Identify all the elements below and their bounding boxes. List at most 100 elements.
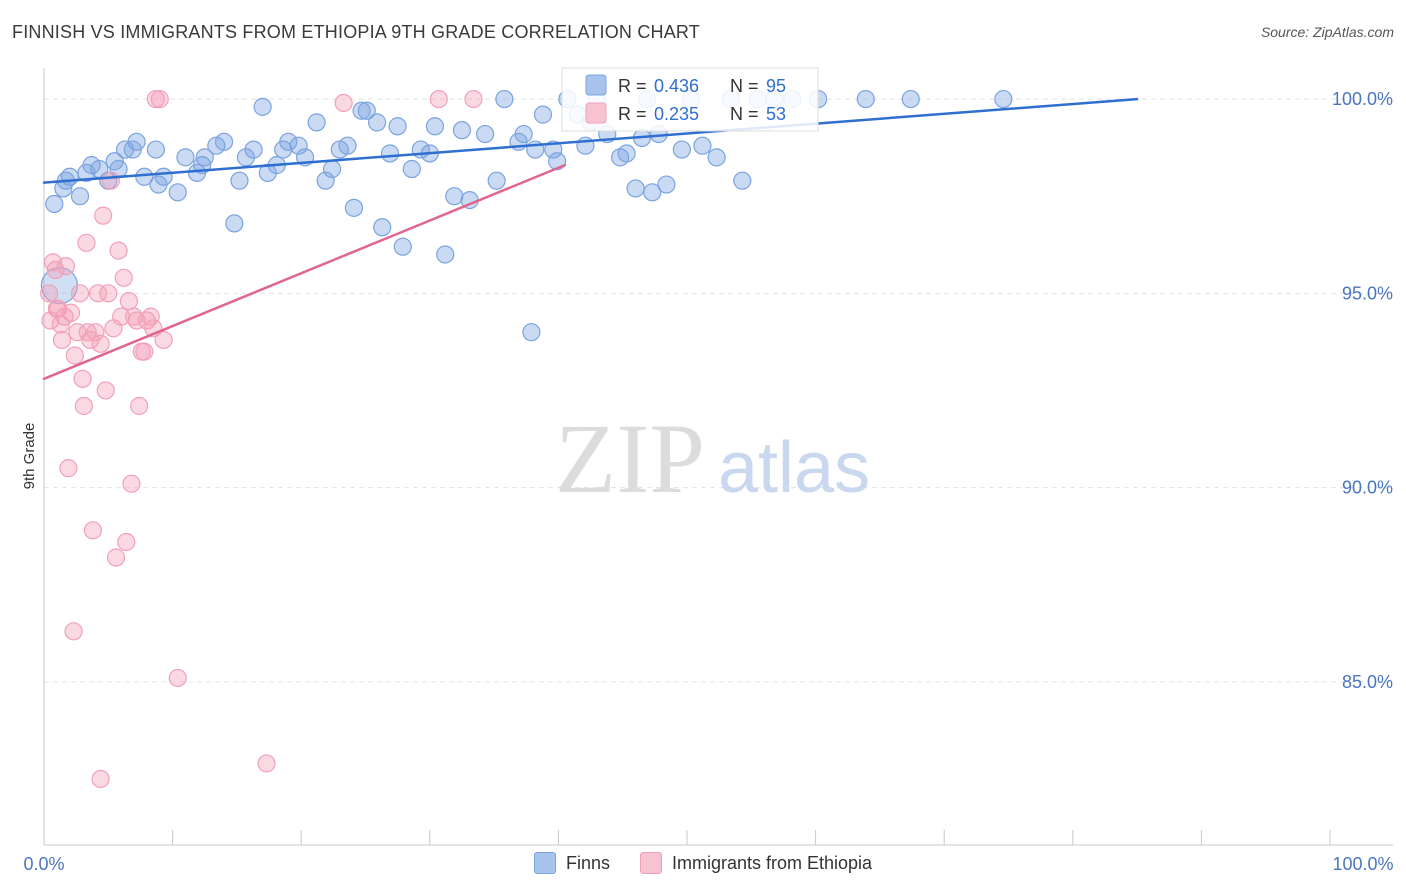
point-ethiopia-40 <box>135 342 154 361</box>
point-finns-84 <box>707 148 726 167</box>
point-finns-60 <box>495 89 514 109</box>
point-ethiopia-13 <box>65 346 84 365</box>
legend-label-finns: Finns <box>565 852 610 873</box>
legend-n-label-finns: N = <box>730 76 764 96</box>
point-finns-39 <box>322 159 342 179</box>
point-finns-53 <box>425 117 445 136</box>
point-finns-65 <box>544 140 563 159</box>
y-tick-labels: 85.0% 90.0% 95.0% 100.0% <box>1332 89 1393 692</box>
point-finns-5 <box>70 187 90 206</box>
trend-line-ethiopia <box>42 163 567 381</box>
point-ethiopia-16 <box>73 369 92 388</box>
point-finns-75 <box>626 179 645 198</box>
point-finns-14 <box>127 132 146 151</box>
trend-lines <box>42 97 1139 381</box>
point-ethiopia-9 <box>56 257 75 276</box>
legend-n-value-ethiopia: 53 <box>766 104 786 124</box>
point-ethiopia-10 <box>59 459 78 478</box>
point-ethiopia-48 <box>257 754 276 773</box>
point-ethiopia-38 <box>130 396 149 416</box>
point-ethiopia-25 <box>96 381 115 400</box>
x-tick-label-max: 100.0% <box>1332 854 1393 874</box>
point-finns-58 <box>475 124 495 144</box>
point-ethiopia-30 <box>109 241 128 260</box>
point-ethiopia-12 <box>64 622 83 641</box>
point-ethiopia-46 <box>154 330 173 350</box>
point-finns-38 <box>316 171 335 190</box>
legend-item-ethiopia[interactable]: Immigrants from Ethiopia <box>639 852 872 874</box>
point-ethiopia-29 <box>106 548 126 567</box>
stats-legend: R = 0.436 N = 95 R = 0.235 N = 53 <box>561 67 819 132</box>
x-tick-label-min: 0.0% <box>23 854 64 874</box>
point-finns-78 <box>643 183 662 202</box>
point-finns-0 <box>45 194 64 214</box>
point-finns-74 <box>617 144 636 163</box>
point-finns-50 <box>402 159 421 179</box>
legend-r-label-ethiopia: R = <box>618 104 652 124</box>
legend-marker-finns <box>533 852 556 874</box>
watermark-zip: ZIP <box>555 403 705 514</box>
y-tick-label-100: 100.0% <box>1332 89 1393 109</box>
point-finns-27 <box>230 171 249 190</box>
point-finns-28 <box>236 148 256 167</box>
point-ethiopia-35 <box>122 474 141 493</box>
point-finns-92 <box>901 89 920 109</box>
point-ethiopia-47 <box>168 668 187 688</box>
point-ethiopia-21 <box>86 323 105 342</box>
y-tick-label-85: 85.0% <box>1342 672 1393 692</box>
watermark-atlas: atlas <box>718 428 870 508</box>
legend-marker-ethiopia <box>639 852 662 874</box>
y-tick-label-90: 90.0% <box>1342 478 1393 498</box>
y-axis-label: 9th Grade <box>21 423 38 490</box>
point-ethiopia-26 <box>99 284 118 303</box>
legend-swatch-ethiopia <box>585 102 607 124</box>
point-finns-93 <box>994 89 1013 109</box>
point-ethiopia-23 <box>91 334 110 353</box>
point-finns-43 <box>352 101 371 120</box>
point-finns-59 <box>487 171 506 190</box>
point-ethiopia-0 <box>40 284 59 303</box>
point-finns-64 <box>533 105 553 124</box>
point-ethiopia-22 <box>88 284 108 303</box>
point-finns-83 <box>693 136 712 155</box>
point-ethiopia-51 <box>464 89 483 109</box>
point-ethiopia-45 <box>150 89 169 109</box>
point-ethiopia-52 <box>91 769 110 789</box>
point-finns-34 <box>279 132 298 151</box>
point-ethiopia-7 <box>52 330 72 350</box>
point-finns-80 <box>657 175 676 194</box>
point-finns-20 <box>176 148 195 167</box>
point-finns-56 <box>452 121 472 140</box>
point-finns-42 <box>344 198 364 217</box>
point-finns-25 <box>214 132 234 151</box>
point-ethiopia-49 <box>334 93 353 113</box>
point-finns-18 <box>154 167 173 186</box>
source-label: Source: ZipAtlas.com <box>1260 24 1394 40</box>
legend-r-label-finns: R = <box>618 76 652 96</box>
x-tick-marks <box>43 830 1331 845</box>
point-finns-26 <box>225 214 244 233</box>
legend-item-finns[interactable]: Finns <box>533 852 610 874</box>
series-legend: Finns Immigrants from Ethiopia <box>0 852 1406 874</box>
point-ethiopia-24 <box>94 206 113 225</box>
point-finns-16 <box>146 140 165 159</box>
point-ethiopia-15 <box>70 284 90 303</box>
point-finns-47 <box>380 144 400 163</box>
point-finns-45 <box>367 113 387 132</box>
point-ethiopia-34 <box>119 292 138 311</box>
point-finns-4 <box>60 167 79 186</box>
legend-r-value-ethiopia: 0.235 <box>654 104 699 124</box>
legend-n-label-ethiopia: N = <box>730 104 764 124</box>
point-ethiopia-37 <box>127 311 146 330</box>
point-ethiopia-11 <box>61 303 81 322</box>
point-finns-30 <box>253 97 272 116</box>
point-finns-46 <box>373 218 392 237</box>
point-ethiopia-27 <box>101 171 120 190</box>
point-ethiopia-44 <box>146 89 165 109</box>
y-tick-label-95: 95.0% <box>1342 283 1393 303</box>
point-finns-44 <box>357 101 376 120</box>
point-ethiopia-33 <box>117 532 136 552</box>
point-finns-55 <box>445 187 464 206</box>
legend-r-value-finns: 0.436 <box>654 76 699 96</box>
